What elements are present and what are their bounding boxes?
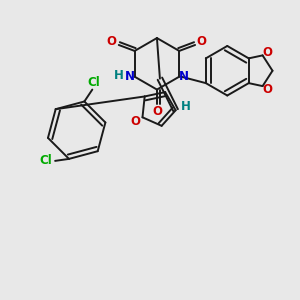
Text: Cl: Cl xyxy=(40,154,52,167)
Text: O: O xyxy=(130,115,140,128)
Text: N: N xyxy=(179,70,189,83)
Text: Cl: Cl xyxy=(87,76,100,89)
Text: O: O xyxy=(262,82,273,96)
Text: N: N xyxy=(125,70,135,83)
Text: O: O xyxy=(262,46,273,59)
Text: H: H xyxy=(114,69,124,82)
Text: H: H xyxy=(181,100,190,113)
Text: O: O xyxy=(152,105,162,118)
Text: O: O xyxy=(107,34,117,47)
Text: O: O xyxy=(196,34,206,47)
